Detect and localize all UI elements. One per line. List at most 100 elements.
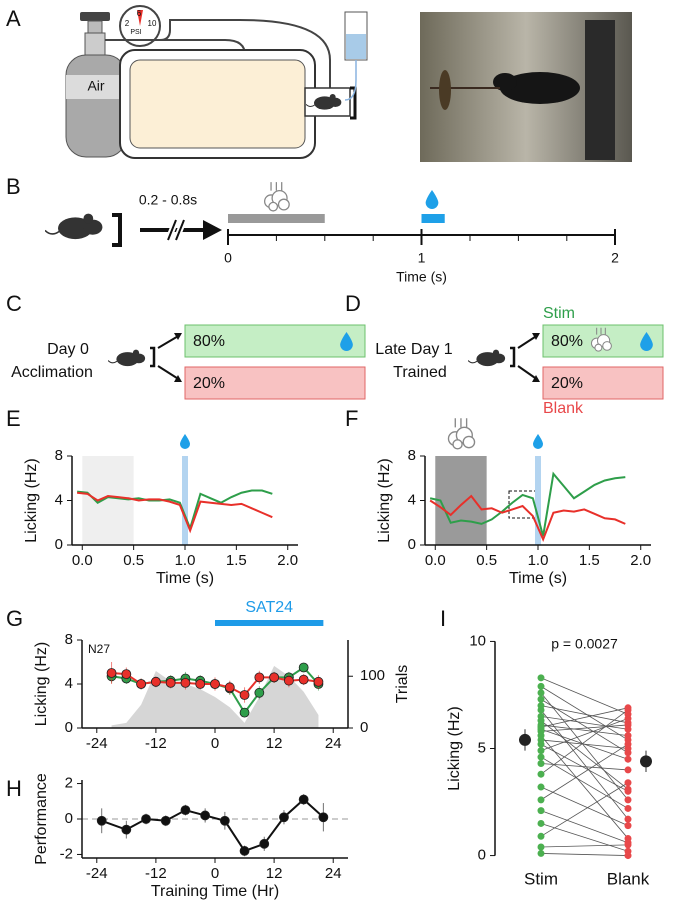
label: 80% bbox=[193, 333, 225, 350]
panel-label: E bbox=[6, 406, 21, 431]
gauge-tick: 10 bbox=[148, 19, 157, 28]
mean-point bbox=[519, 733, 531, 746]
pair-line bbox=[540, 718, 629, 752]
x-tick-label: 24 bbox=[325, 735, 342, 752]
trial-diagram bbox=[45, 212, 222, 247]
puff-bar bbox=[228, 214, 325, 223]
point bbox=[624, 815, 632, 823]
pair-line bbox=[540, 707, 629, 728]
pair-line bbox=[540, 724, 629, 732]
label: Day 0 bbox=[47, 341, 89, 358]
point bbox=[624, 740, 632, 748]
pair-line bbox=[540, 735, 629, 839]
marker bbox=[254, 672, 265, 683]
marker bbox=[136, 679, 147, 689]
sat-bar bbox=[215, 620, 324, 626]
x-tick-label: 2.0 bbox=[277, 552, 298, 569]
data-line bbox=[77, 491, 273, 534]
pair-line bbox=[540, 739, 629, 749]
marker bbox=[96, 815, 107, 826]
panel-label: F bbox=[345, 406, 358, 431]
marker bbox=[269, 672, 280, 683]
marker bbox=[259, 838, 270, 849]
x-tick-label: -12 bbox=[145, 865, 167, 882]
note: N27 bbox=[88, 642, 110, 656]
marker bbox=[200, 810, 211, 821]
y-axis-label: Licking (Hz) bbox=[23, 458, 40, 542]
pair-line bbox=[540, 705, 629, 724]
panel-label: I bbox=[440, 606, 446, 631]
x-tick-label: 1.0 bbox=[528, 552, 549, 569]
marker bbox=[298, 674, 309, 685]
y-tick-label: -2 bbox=[60, 845, 73, 862]
point bbox=[624, 841, 632, 849]
point bbox=[537, 740, 545, 748]
pair-line bbox=[540, 692, 629, 801]
marker bbox=[165, 678, 176, 688]
y-tick-label: 10 bbox=[469, 632, 486, 649]
point bbox=[537, 682, 545, 690]
y-axis-label: Licking (Hz) bbox=[446, 706, 463, 790]
pair-line bbox=[540, 782, 629, 837]
y-tick-label: 8 bbox=[65, 631, 73, 648]
y-axis-label: Licking (Hz) bbox=[33, 642, 50, 726]
y-tick-label: 4 bbox=[55, 491, 63, 508]
point bbox=[624, 796, 632, 804]
x-tick-label: 1.5 bbox=[579, 552, 600, 569]
panel-label: G bbox=[6, 606, 23, 631]
point bbox=[537, 807, 545, 815]
marker bbox=[160, 815, 171, 826]
water-shade bbox=[182, 456, 188, 545]
point bbox=[537, 753, 545, 761]
point bbox=[624, 766, 632, 774]
water-bar bbox=[421, 214, 445, 223]
point bbox=[624, 715, 632, 723]
x-tick-label: Stim bbox=[524, 869, 558, 888]
pair-line bbox=[540, 677, 629, 715]
mean-point bbox=[640, 755, 652, 768]
point bbox=[537, 819, 545, 827]
marker bbox=[121, 669, 132, 679]
trained-diagram bbox=[468, 324, 664, 519]
pair-line bbox=[540, 715, 629, 730]
point bbox=[537, 770, 545, 778]
x-tick-label: 0.5 bbox=[476, 552, 497, 569]
pair-line bbox=[540, 853, 629, 856]
marker bbox=[141, 814, 151, 824]
drop-icon bbox=[425, 190, 439, 209]
pair-line bbox=[540, 844, 629, 848]
pair-line bbox=[540, 756, 629, 809]
point bbox=[537, 674, 545, 682]
x-tick-label: 24 bbox=[325, 865, 342, 882]
marker bbox=[224, 682, 235, 693]
gauge-unit: PSI bbox=[130, 29, 141, 36]
pair-line bbox=[540, 724, 629, 737]
pair-line bbox=[540, 720, 629, 790]
point bbox=[537, 747, 545, 755]
x-tick-label: 2.0 bbox=[630, 552, 651, 569]
y-axis-label: Licking (Hz) bbox=[376, 458, 393, 542]
y-axis-label: Performance bbox=[33, 773, 50, 865]
x-tick-label: 12 bbox=[266, 735, 283, 752]
point bbox=[624, 732, 632, 740]
marker bbox=[239, 690, 250, 700]
label: Stim bbox=[543, 305, 575, 322]
label: Trained bbox=[393, 364, 447, 381]
y-tick-label: 0 bbox=[478, 847, 486, 864]
data-line bbox=[429, 494, 626, 543]
point bbox=[624, 706, 632, 714]
label: 80% bbox=[551, 333, 583, 350]
x-tick-label: 0 bbox=[211, 865, 219, 882]
puff-icon bbox=[447, 417, 476, 450]
marker bbox=[219, 815, 230, 826]
label: Acclimation bbox=[11, 364, 93, 381]
marker bbox=[180, 678, 191, 688]
panel-label: H bbox=[6, 776, 22, 801]
setup-diagram bbox=[65, 5, 632, 162]
y-tick-label: 5 bbox=[478, 739, 486, 756]
point bbox=[624, 787, 632, 795]
panel-label: C bbox=[6, 291, 22, 316]
x-tick-label: 1.0 bbox=[175, 552, 196, 569]
label: 20% bbox=[551, 375, 583, 392]
gauge-tick: 2 bbox=[125, 19, 130, 28]
